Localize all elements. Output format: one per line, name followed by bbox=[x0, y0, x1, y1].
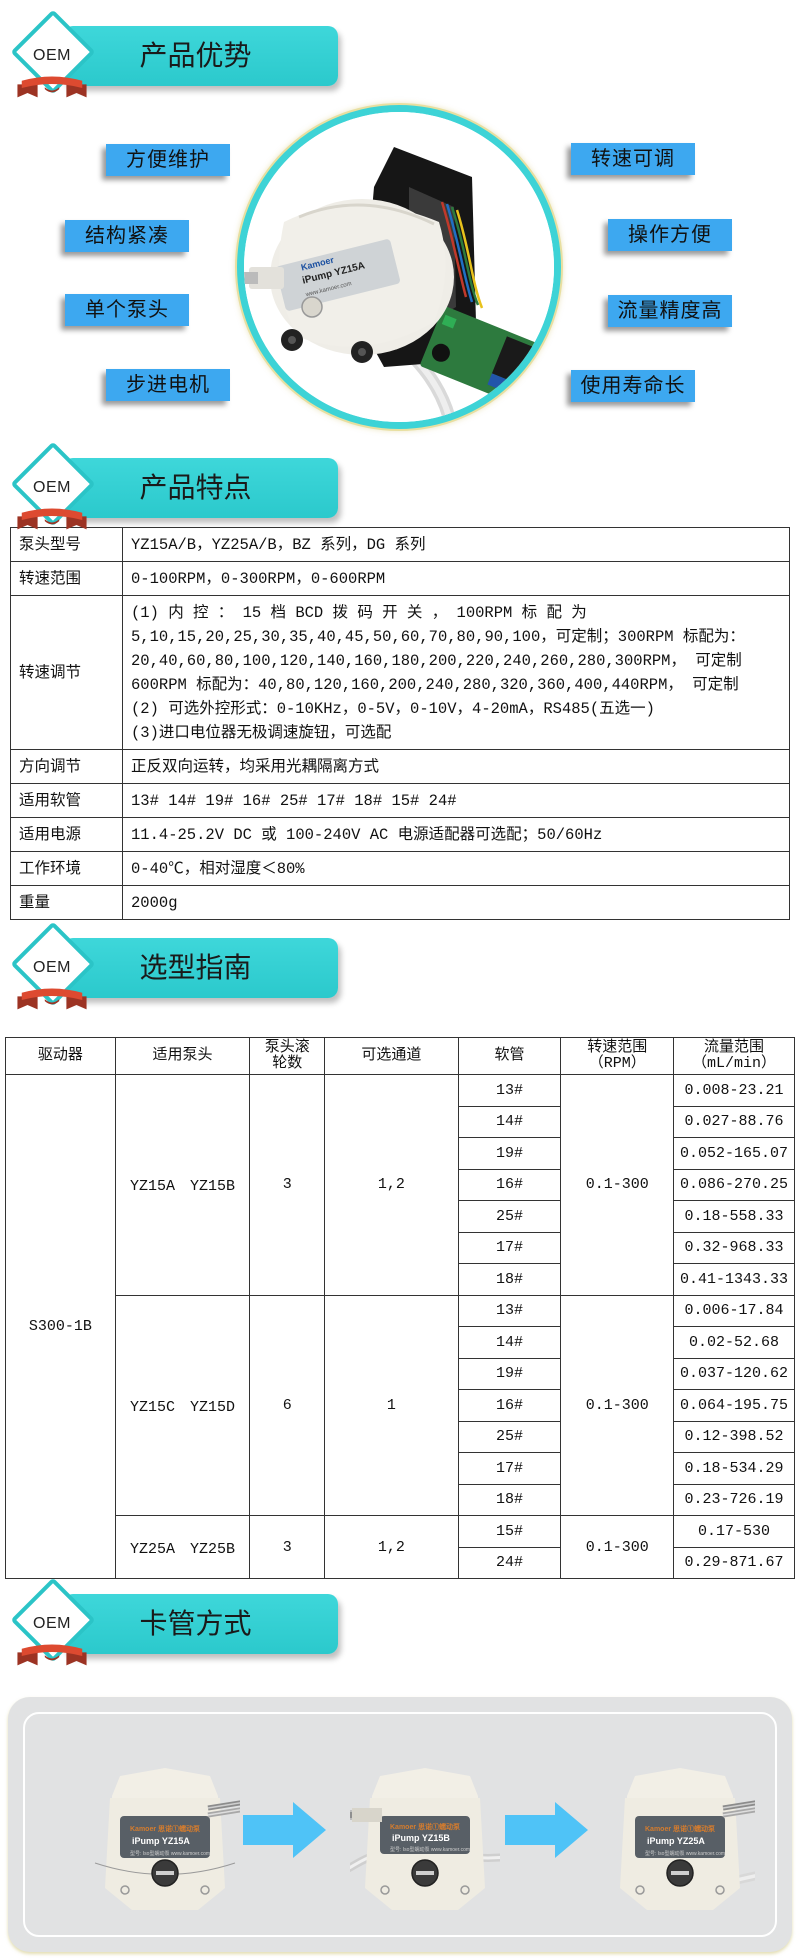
svg-text:型号: Iso型蠕动泵 www.kamoer.com: 型号: Iso型蠕动泵 www.kamoer.com bbox=[645, 1850, 725, 1857]
svg-text:Kamoer 思诺①蠕动泵: Kamoer 思诺①蠕动泵 bbox=[645, 1824, 715, 1833]
svg-text:iPump YZ15A: iPump YZ15A bbox=[132, 1836, 190, 1846]
svg-text:iPump YZ15B: iPump YZ15B bbox=[392, 1833, 450, 1843]
svg-text:型号: Iso型蠕动泵 www.kamoer.com: 型号: Iso型蠕动泵 www.kamoer.com bbox=[390, 1846, 470, 1853]
svg-text:型号: Iso型蠕动泵 www.kamoer.com: 型号: Iso型蠕动泵 www.kamoer.com bbox=[130, 1850, 210, 1857]
svg-text:iPump YZ25A: iPump YZ25A bbox=[647, 1836, 705, 1846]
svg-text:Kamoer 思诺①蠕动泵: Kamoer 思诺①蠕动泵 bbox=[130, 1824, 200, 1833]
svg-text:Kamoer 思诺①蠕动泵: Kamoer 思诺①蠕动泵 bbox=[390, 1822, 460, 1831]
